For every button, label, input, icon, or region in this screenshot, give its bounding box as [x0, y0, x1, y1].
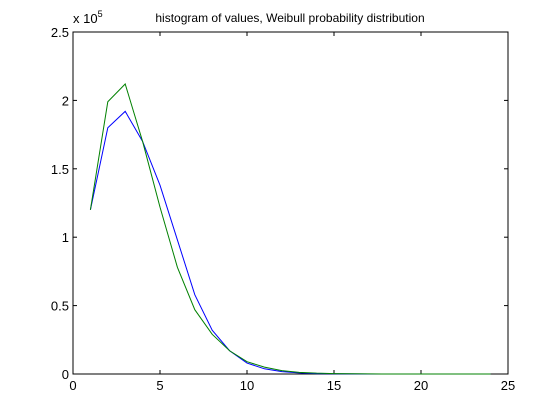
plot-area: 0 5 10 15 20 25 0 0.5 1 1.5 2 2.5 — [51, 25, 515, 393]
y-tick-label: 2 — [62, 93, 69, 108]
y-tick-label: 0 — [62, 367, 69, 382]
chart-title: histogram of values, Weibull probability… — [155, 11, 424, 25]
series-line-2 — [89, 83, 491, 375]
axes-frame — [72, 31, 509, 375]
x-tick-label: 10 — [240, 378, 254, 393]
y-tick-label: 0.5 — [51, 299, 69, 314]
y-multiplier-label: x 105 — [73, 9, 103, 26]
y-tick-label: 1.5 — [51, 162, 69, 177]
x-tick-label: 0 — [69, 378, 76, 393]
x-tick-label: 5 — [156, 378, 163, 393]
y-tick-label: 2.5 — [51, 25, 69, 40]
y-multiplier-exponent: 5 — [98, 9, 103, 19]
y-multiplier-base: x 10 — [73, 11, 98, 26]
x-tick-label: 15 — [327, 378, 341, 393]
x-tick-label: 20 — [414, 378, 428, 393]
y-tick-label: 1 — [62, 230, 69, 245]
x-tick-label: 25 — [501, 378, 515, 393]
